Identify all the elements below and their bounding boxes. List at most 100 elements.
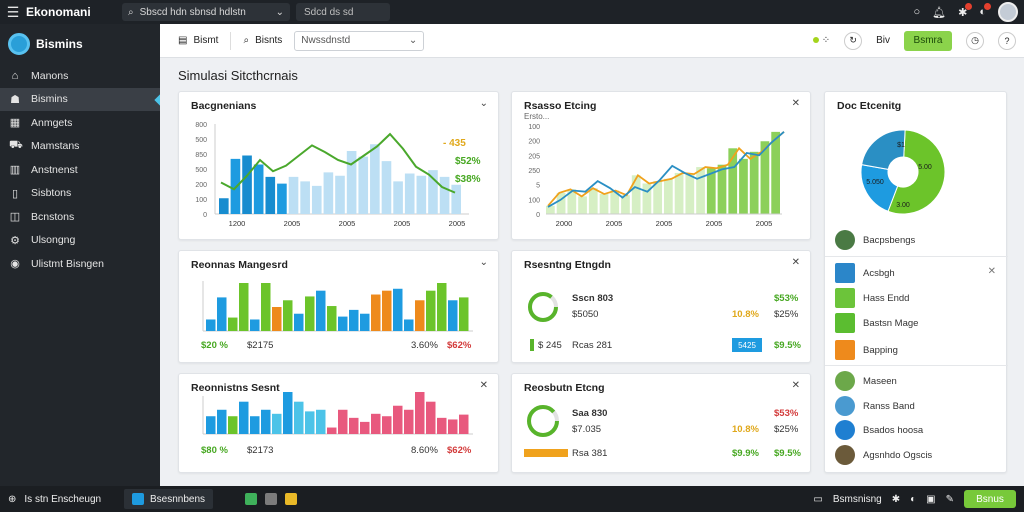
task-label: Bsesnnbens xyxy=(150,493,206,505)
list-item[interactable]: Acsbgh xyxy=(835,263,1005,283)
brand[interactable]: Bismins xyxy=(0,24,160,64)
start-button[interactable]: ⊕ Is stn Enscheugn xyxy=(0,494,120,505)
bar xyxy=(556,192,566,214)
sidebar-item-9[interactable]: ◉ Ulistmt Bisngen xyxy=(0,252,160,276)
bar xyxy=(393,181,403,214)
filter-select[interactable]: Nwssdnstd ⌄ xyxy=(294,30,425,51)
sidebar-item-4[interactable]: ⛟ Mamstans xyxy=(0,135,160,159)
bar xyxy=(459,414,469,434)
tray-button[interactable]: Bsnus xyxy=(964,490,1016,508)
toolbar: ▤ Bismt ⌕ Bisnts Nwssdnstd ⌄ ⁘ ↻ Biv Bsm… xyxy=(160,24,1024,58)
refresh-icon[interactable]: ↻ xyxy=(844,31,863,50)
x-tick-label: 2005 xyxy=(339,219,356,228)
search-icon[interactable]: ○ xyxy=(913,6,921,18)
status-indicator[interactable]: ⁘ xyxy=(812,35,830,46)
list-item[interactable]: Bastsn Mage xyxy=(835,313,1005,333)
taskbar-task[interactable]: Bsesnnbens xyxy=(124,489,214,509)
tray-icon[interactable]: ▭ xyxy=(813,493,823,505)
bar xyxy=(349,309,359,331)
x-tick-label: 2005 xyxy=(284,219,301,228)
list-item[interactable]: Bacpsbengs xyxy=(835,230,1005,250)
settings-icon: ◉ xyxy=(10,258,20,271)
bar xyxy=(393,405,403,434)
toolbar-label[interactable]: Biv xyxy=(876,35,890,46)
list-item[interactable]: Ranss Band xyxy=(835,396,1005,416)
value-mid: $2175 xyxy=(247,340,274,351)
bar xyxy=(706,168,716,214)
toolbar-button-2[interactable]: ⌕ Bisnts xyxy=(239,31,286,51)
y-tick-label: 850 xyxy=(195,152,207,159)
close-icon[interactable]: ✕ xyxy=(791,98,800,109)
bar xyxy=(239,283,249,331)
sidebar-item-5[interactable]: ▥ Anstnenst xyxy=(0,158,160,182)
bar xyxy=(674,172,684,214)
pink-bar-chart xyxy=(202,392,473,435)
card-title: Doc Etcenitg xyxy=(837,100,902,112)
series-line xyxy=(547,131,785,207)
pie-label: 5.00 xyxy=(918,164,932,171)
bar xyxy=(265,176,276,214)
tray-icon[interactable]: ◐ xyxy=(910,493,917,505)
top-search-input[interactable]: ⌕ Sbscd hdn sbnsd hdlstn ⌄ xyxy=(122,3,290,21)
top-field[interactable]: Sdcd ds sd xyxy=(296,3,390,21)
bar xyxy=(578,196,587,214)
list-item-label: Ranss Band xyxy=(863,400,915,412)
list-item[interactable]: Hass Endd xyxy=(835,288,1005,308)
sidebar-item-8[interactable]: ⚙ Ulsongng xyxy=(0,229,160,253)
help-icon[interactable]: ? xyxy=(998,31,1016,50)
close-icon[interactable]: ✕ xyxy=(791,257,800,268)
bar xyxy=(349,417,359,434)
folder-icon[interactable] xyxy=(265,493,278,505)
list-item[interactable]: Maseen xyxy=(835,371,1005,391)
grid-icon: ▦ xyxy=(9,117,21,130)
list-item[interactable]: Bapping xyxy=(835,340,1005,360)
close-icon[interactable]: ✕ xyxy=(791,380,800,391)
bar xyxy=(426,401,436,434)
star-icon[interactable] xyxy=(285,493,298,505)
close-icon[interactable]: ✕ xyxy=(987,266,996,277)
y-tick-label: 205 xyxy=(528,153,540,160)
list-item[interactable]: Agsnhdo Ogscis xyxy=(835,445,1005,465)
sidebar-item-6[interactable]: ▯ Sisbtons xyxy=(0,182,160,206)
hamburger-menu-icon[interactable]: ☰ xyxy=(6,3,20,20)
chevron-down-icon[interactable]: ⌄ xyxy=(479,257,488,268)
close-icon[interactable]: ✕ xyxy=(479,380,488,391)
card-subtitle: Ersto... xyxy=(524,112,550,121)
bar xyxy=(219,198,229,214)
tray-icon[interactable]: ✱ xyxy=(891,493,901,505)
notification-icon[interactable]: ✱ xyxy=(958,2,973,19)
bar xyxy=(327,306,337,331)
list-item[interactable]: Bsados hoosa xyxy=(835,420,1005,440)
sidebar-item-label: Bismins xyxy=(31,93,68,106)
list-item-icon xyxy=(835,396,855,416)
sidebar-item-label: Anmgets xyxy=(31,116,73,129)
sidebar-item-3[interactable]: ▦ Anmgets xyxy=(0,111,160,135)
bar xyxy=(717,164,727,214)
toolbar-button-1[interactable]: ▤ Bismt xyxy=(174,31,222,51)
bar xyxy=(404,173,415,214)
chat-icon[interactable] xyxy=(245,493,258,505)
bar xyxy=(217,297,227,331)
bar xyxy=(404,319,414,331)
chevron-down-icon[interactable]: ⌄ xyxy=(479,98,488,109)
list-item-icon xyxy=(835,340,855,360)
sidebar-item-2[interactable]: ☗ Bismins xyxy=(0,87,160,111)
clock-icon[interactable]: ◷ xyxy=(966,31,984,50)
y-tick-label: 0 xyxy=(203,212,207,219)
alert-icon[interactable]: ◐ xyxy=(979,3,991,18)
y-tick-label: 5 xyxy=(536,183,540,190)
bar xyxy=(546,205,555,214)
bar xyxy=(631,175,641,214)
sidebar-item-7[interactable]: ◫ Bcnstons xyxy=(0,205,160,229)
tray-icon[interactable]: ✎ xyxy=(945,493,954,505)
tray-icon[interactable]: ▣ xyxy=(926,493,936,505)
bar xyxy=(283,300,293,331)
pie-slice xyxy=(861,129,906,170)
bell-icon[interactable]: 🔔︎ xyxy=(932,6,947,19)
row1-v2: 10.8% xyxy=(732,309,759,320)
sidebar-item-1[interactable]: ⌂ Manons xyxy=(0,64,160,88)
row2-v2: $9.5% xyxy=(774,448,801,459)
bar xyxy=(696,167,705,214)
action-button[interactable]: Bsmra xyxy=(904,30,952,51)
avatar[interactable] xyxy=(998,2,1018,22)
